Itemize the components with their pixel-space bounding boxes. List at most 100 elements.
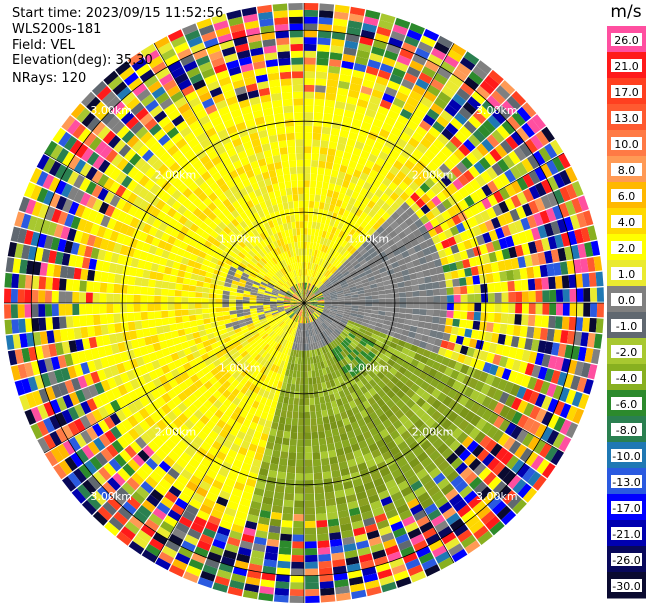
ray-gate <box>402 175 413 186</box>
ray-gate <box>322 291 330 296</box>
ray-gate <box>413 244 423 253</box>
ray-gate <box>338 238 345 246</box>
ray-gate <box>305 289 309 297</box>
ray-gate <box>307 234 311 242</box>
ray-gate <box>532 150 546 166</box>
ray-gate <box>557 153 571 169</box>
ray-gate <box>510 194 522 208</box>
ray-gate <box>349 6 366 16</box>
ray-gate <box>450 166 463 178</box>
ray-gate <box>345 252 352 260</box>
ray-gate <box>330 45 344 54</box>
ray-gate <box>445 80 460 93</box>
ray-gate <box>386 206 396 216</box>
ray-gate <box>331 31 346 41</box>
ray-gate <box>338 277 346 283</box>
ray-gate <box>327 225 333 233</box>
ray-gate <box>321 252 326 260</box>
ray-gate <box>376 207 386 217</box>
ray-gate <box>332 25 347 34</box>
ray-gate <box>519 142 533 158</box>
ray-gate <box>443 55 459 68</box>
ray-gate <box>309 242 314 250</box>
ray-gate <box>317 273 323 281</box>
ray-gate <box>317 37 331 46</box>
ray-gate <box>315 71 328 80</box>
ray-gate <box>364 269 373 275</box>
ray-gate <box>341 60 354 70</box>
ray-gate <box>368 209 377 218</box>
ray-gate <box>309 293 315 299</box>
ray-gate <box>319 237 325 245</box>
ray-gate <box>456 161 468 174</box>
ray-gate <box>390 126 403 138</box>
ray-gate <box>394 225 403 235</box>
ray-gate <box>412 84 426 96</box>
ray-gate <box>377 105 390 116</box>
ray-gate <box>304 234 308 242</box>
ray-gate <box>321 288 328 293</box>
ray-gate <box>317 208 324 217</box>
ray-gate <box>559 169 572 186</box>
ray-gate <box>419 154 432 166</box>
ray-gate <box>323 175 331 183</box>
ray-gate <box>309 284 314 291</box>
ray-gate <box>325 254 332 262</box>
ray-gate <box>338 230 345 238</box>
ray-gate <box>415 208 425 219</box>
ray-gate <box>331 267 338 274</box>
ray-gate <box>315 85 326 93</box>
ray-gate <box>316 180 323 189</box>
ray-gate <box>364 214 373 224</box>
ray-gate <box>346 96 358 106</box>
ray-gate <box>313 235 318 243</box>
ray-gate <box>347 280 355 286</box>
ray-gate <box>304 166 311 174</box>
ray-gate <box>480 210 491 222</box>
ray-gate <box>389 165 400 176</box>
ray-gate <box>419 214 430 225</box>
ray-gate <box>321 133 330 142</box>
ray-gate <box>443 228 454 239</box>
ray-gate <box>344 40 359 50</box>
ray-gate <box>361 262 369 269</box>
ray-gate <box>306 290 311 297</box>
ray-gate <box>328 204 336 213</box>
ray-gate <box>304 296 306 303</box>
ray-gate <box>345 188 354 197</box>
ray-gate <box>534 166 547 182</box>
ray-gate <box>434 168 446 180</box>
ray-gate <box>305 282 308 290</box>
ray-gate <box>332 269 340 276</box>
ray-gate <box>402 125 415 137</box>
ray-gate <box>351 239 359 248</box>
ray-gate <box>353 262 361 270</box>
ray-gate <box>425 188 436 200</box>
ray-gate <box>469 191 481 204</box>
ray-gate <box>430 184 442 196</box>
ray-gate <box>352 231 360 240</box>
ray-gate <box>400 211 410 222</box>
ray-gate <box>369 95 382 106</box>
ray-gate <box>495 85 511 100</box>
ray-gate <box>344 144 354 154</box>
ray-gate <box>304 241 307 249</box>
ray-gate <box>363 16 379 27</box>
ray-gate <box>320 195 327 203</box>
ray-gate <box>511 90 527 106</box>
ray-gate <box>540 163 553 179</box>
ray-gate <box>345 275 353 282</box>
ray-gate <box>530 134 544 150</box>
ray-gate <box>362 196 371 206</box>
ray-gate <box>425 238 435 247</box>
ray-gate <box>357 255 365 263</box>
ray-gate <box>389 256 398 264</box>
ray-gate <box>332 162 341 172</box>
ray-gate <box>304 255 307 263</box>
ray-gate <box>408 181 420 192</box>
ray-gate <box>424 132 437 144</box>
ray-gate <box>382 161 393 172</box>
ray-gate <box>441 187 453 199</box>
ray-gate <box>378 151 389 161</box>
ray-gate <box>384 50 399 61</box>
